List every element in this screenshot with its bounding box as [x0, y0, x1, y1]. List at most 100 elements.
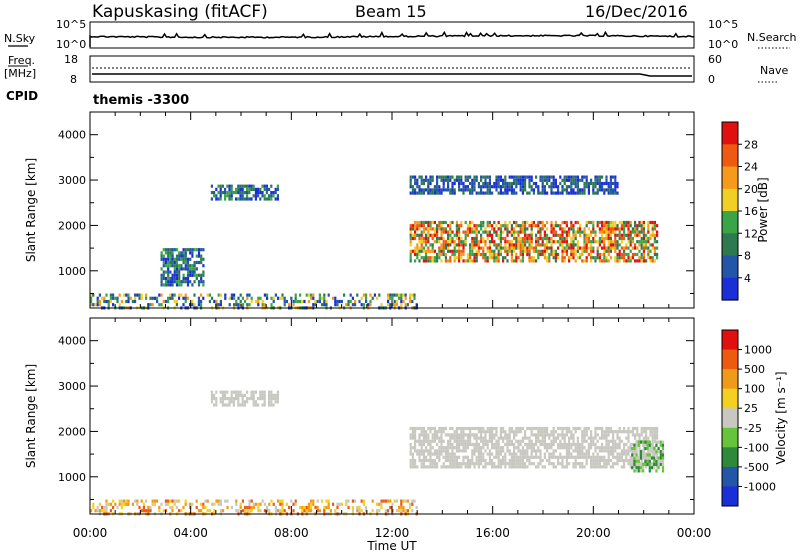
- scatter-cell: [506, 249, 509, 253]
- scatter-cell: [477, 224, 480, 228]
- scatter-cell: [471, 188, 474, 192]
- scatter-cell: [548, 442, 551, 447]
- freq-label-1: Freq.: [8, 54, 35, 67]
- scatter-cell: [539, 426, 542, 431]
- scatter-cell: [568, 449, 571, 453]
- scatter-cell: [285, 299, 288, 304]
- scatter-cell: [235, 299, 238, 304]
- scatter-cell: [431, 175, 434, 179]
- scatter-cell: [550, 442, 553, 447]
- scatter-cell: [570, 224, 573, 228]
- scatter-cell: [629, 220, 632, 225]
- scatter-cell: [546, 178, 549, 182]
- scatter-cell: [499, 252, 502, 257]
- scatter-cell: [213, 393, 216, 397]
- scatter-cell: [572, 243, 575, 247]
- scatter-cell: [469, 462, 472, 466]
- scatter-cell: [429, 191, 432, 195]
- scatter-cell: [557, 426, 560, 431]
- scatter-cell: [451, 452, 454, 456]
- scatter-cell: [458, 230, 461, 234]
- scatter-cell: [642, 426, 645, 431]
- scatter-cell: [554, 240, 557, 244]
- scatter-cell: [596, 462, 599, 466]
- scatter-cell: [552, 465, 555, 469]
- scatter-cell: [585, 246, 588, 250]
- scatter-cell: [241, 303, 244, 307]
- scatter-cell: [510, 249, 513, 253]
- scatter-cell: [427, 458, 430, 463]
- scatter-cell: [627, 458, 630, 463]
- scatter-cell: [440, 252, 443, 257]
- scatter-cell: [587, 455, 590, 459]
- scatter-cell: [444, 246, 447, 250]
- scatter-cell: [413, 296, 416, 300]
- scatter-cell: [623, 426, 626, 431]
- scatter-cell: [519, 462, 522, 466]
- scatter-cell: [605, 259, 608, 263]
- scatter-cell: [579, 246, 582, 250]
- scatter-cell: [484, 178, 487, 182]
- scatter-cell: [323, 509, 326, 513]
- scatter-cell: [656, 224, 659, 228]
- scatter-cell: [570, 181, 573, 186]
- scatter-cell: [98, 303, 101, 307]
- scatter-cell: [221, 397, 224, 401]
- scatter-cell: [160, 267, 163, 271]
- scatter-cell: [603, 246, 606, 250]
- scatter-cell: [623, 224, 626, 228]
- scatter-cell: [425, 188, 428, 192]
- x-tick-label: 12:00: [375, 526, 410, 540]
- scatter-cell: [422, 449, 425, 453]
- scatter-cell: [440, 236, 443, 241]
- scatter-cell: [160, 273, 163, 277]
- scatter-cell: [581, 188, 584, 192]
- scatter-cell: [440, 449, 443, 453]
- scatter-cell: [493, 446, 496, 450]
- scatter-cell: [576, 246, 579, 250]
- scatter-cell: [546, 181, 549, 186]
- scatter-cell: [458, 243, 461, 247]
- scatter-cell: [607, 252, 610, 257]
- scatter-cell: [263, 502, 266, 506]
- scatter-cell: [411, 191, 414, 195]
- scatter-cell: [175, 264, 179, 268]
- scatter-cell: [565, 220, 568, 225]
- scatter-cell: [327, 502, 330, 506]
- scatter-cell: [151, 502, 154, 506]
- scatter-cell: [173, 273, 176, 277]
- scatter-cell: [530, 430, 533, 434]
- scatter-cell: [241, 403, 244, 407]
- scatter-cell: [301, 505, 304, 510]
- scatter-cell: [248, 499, 251, 503]
- scatter-cell: [425, 227, 428, 231]
- scatter-cell: [559, 240, 562, 244]
- scatter-cell: [464, 243, 467, 247]
- scatter-cell: [539, 252, 542, 257]
- scatter-cell: [90, 509, 93, 513]
- scatter-cell: [649, 446, 652, 450]
- scatter-cell: [442, 426, 445, 431]
- scatter-cell: [543, 433, 546, 437]
- scatter-cell: [239, 505, 242, 510]
- scatter-cell: [559, 446, 562, 450]
- scatter-cell: [167, 251, 170, 255]
- scatter-cell: [634, 230, 637, 234]
- scatter-cell: [504, 458, 507, 463]
- scatter-cell: [440, 442, 443, 447]
- scatter-cell: [576, 243, 579, 247]
- scatter-cell: [646, 453, 649, 457]
- scatter-cell: [460, 442, 463, 447]
- scatter-cell: [550, 246, 553, 250]
- scatter-cell: [453, 252, 456, 257]
- scatter-cell: [398, 505, 401, 510]
- scatter-cell: [471, 236, 474, 241]
- scatter-cell: [449, 233, 452, 237]
- scatter-cell: [528, 178, 531, 182]
- scatter-cell: [552, 449, 555, 453]
- scatter-cell: [427, 181, 430, 186]
- scatter-cell: [530, 446, 533, 450]
- scatter-cell: [224, 393, 227, 397]
- scatter-cell: [219, 299, 222, 304]
- colorbar-segment: [722, 349, 738, 370]
